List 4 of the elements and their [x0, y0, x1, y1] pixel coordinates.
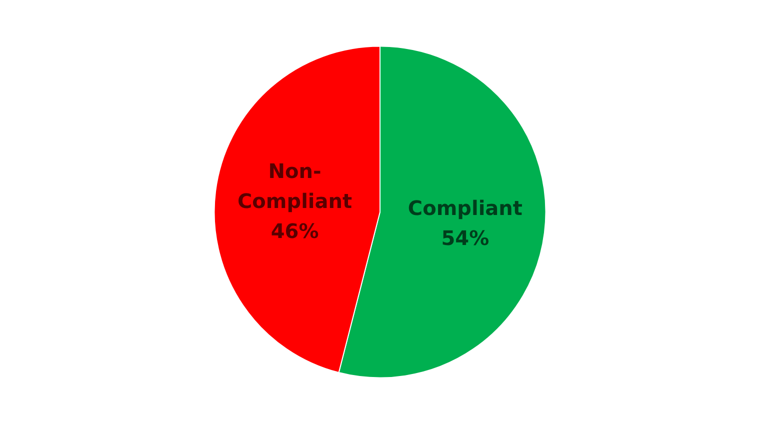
data-label: 54%	[441, 226, 490, 250]
slice-label: Non-Compliant	[238, 159, 353, 214]
data-label: 46%	[270, 219, 319, 244]
slice-label: Compliant	[408, 196, 523, 220]
